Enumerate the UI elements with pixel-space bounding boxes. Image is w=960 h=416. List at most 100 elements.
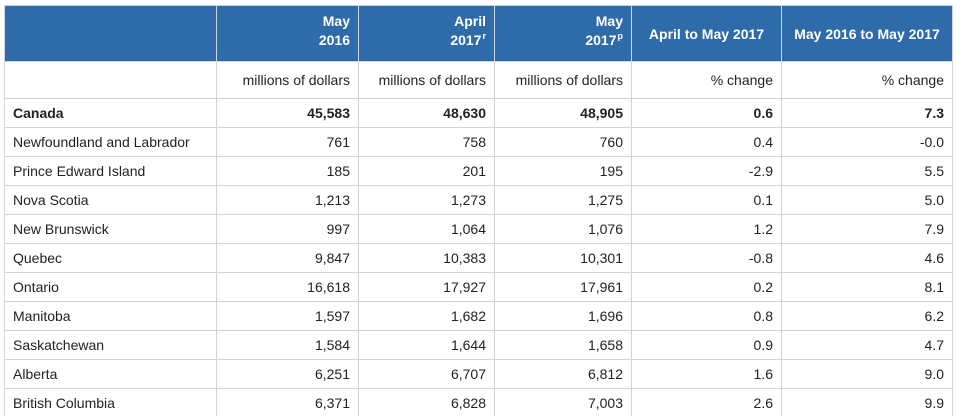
table-row: Ontario 16,618 17,927 17,961 0.2 8.1 (4, 272, 953, 302)
value-cell: 4.7 (781, 330, 953, 360)
value-cell: 17,961 (494, 272, 632, 302)
table-header: May 2016 April 2017r May 2017p April to May… (4, 5, 953, 62)
value-cell: 6,828 (358, 388, 495, 416)
value-cell: 201 (358, 156, 495, 186)
value-cell: 1,682 (358, 301, 495, 331)
value-cell: -0.8 (631, 243, 782, 273)
col-header-line1: May (322, 13, 350, 29)
value-cell: 8.1 (781, 272, 953, 302)
value-cell: 1.2 (631, 214, 782, 244)
row-label: Nova Scotia (4, 185, 217, 215)
table-body: millions of dollars millions of dollars … (4, 61, 953, 416)
unit-cell: % change (781, 61, 953, 99)
table-row: Prince Edward Island 185 201 195 -2.9 5.5 (4, 156, 953, 186)
value-cell: 48,630 (358, 98, 495, 128)
unit-cell: millions of dollars (358, 61, 495, 99)
value-cell: 1,213 (216, 185, 359, 215)
value-cell: 6.2 (781, 301, 953, 331)
col-header-line2: 2017 (450, 32, 482, 48)
header-corner-cell (4, 5, 217, 62)
table-row: Quebec 9,847 10,383 10,301 -0.8 4.6 (4, 243, 953, 273)
value-cell: 10,301 (494, 243, 632, 273)
value-cell: 17,927 (358, 272, 495, 302)
value-cell: 0.8 (631, 301, 782, 331)
value-cell: 9.9 (781, 388, 953, 416)
value-cell: 2.6 (631, 388, 782, 416)
value-cell: 758 (358, 127, 495, 157)
row-label: Manitoba (4, 301, 217, 331)
value-cell: 997 (216, 214, 359, 244)
row-label: Saskatchewan (4, 330, 217, 360)
value-cell: 1,584 (216, 330, 359, 360)
value-cell: 0.6 (631, 98, 782, 128)
table-row: New Brunswick 997 1,064 1,076 1.2 7.9 (4, 214, 953, 244)
table-row: British Columbia 6,371 6,828 7,003 2.6 9.9 (4, 388, 953, 416)
row-label: New Brunswick (4, 214, 217, 244)
value-cell: 1,064 (358, 214, 495, 244)
sales-table: May 2016 April 2017r May 2017p April to May… (4, 5, 953, 416)
col-header-may-2016-to-may-2017: May 2016 to May 2017 (781, 5, 953, 62)
value-cell: 0.9 (631, 330, 782, 360)
value-cell: 1,696 (494, 301, 632, 331)
value-cell: 195 (494, 156, 632, 186)
row-label: British Columbia (4, 388, 217, 416)
unit-cell: % change (631, 61, 782, 99)
value-cell: 10,383 (358, 243, 495, 273)
value-cell: 7.9 (781, 214, 953, 244)
value-cell: 9,847 (216, 243, 359, 273)
col-header-line2: 2016 (318, 32, 350, 48)
col-header-line1: May (595, 13, 623, 29)
preliminary-flag: p (617, 31, 624, 42)
row-label: Canada (4, 98, 217, 128)
value-cell: 5.0 (781, 185, 953, 215)
units-label-cell (4, 61, 217, 99)
table-row: Newfoundland and Labrador 761 758 760 0.4 -0.… (4, 127, 953, 157)
value-cell: 48,905 (494, 98, 632, 128)
row-label: Ontario (4, 272, 217, 302)
header-row: May 2016 April 2017r May 2017p April to May… (4, 5, 953, 62)
value-cell: 16,618 (216, 272, 359, 302)
value-cell: 1,273 (358, 185, 495, 215)
value-cell: 1,658 (494, 330, 632, 360)
revised-flag: r (482, 31, 486, 42)
col-header-april-2017: April 2017r (358, 5, 495, 62)
value-cell: 7,003 (494, 388, 632, 416)
value-cell: 185 (216, 156, 359, 186)
row-label: Prince Edward Island (4, 156, 217, 186)
col-header-line1: April (454, 13, 486, 29)
unit-cell: millions of dollars (216, 61, 359, 99)
value-cell: 760 (494, 127, 632, 157)
value-cell: 4.6 (781, 243, 953, 273)
value-cell: 9.0 (781, 359, 953, 389)
row-label: Alberta (4, 359, 217, 389)
row-label: Quebec (4, 243, 217, 273)
value-cell: 6,812 (494, 359, 632, 389)
table-row: Nova Scotia 1,213 1,273 1,275 0.1 5.0 (4, 185, 953, 215)
value-cell: 1,275 (494, 185, 632, 215)
value-cell: 0.1 (631, 185, 782, 215)
value-cell: 5.5 (781, 156, 953, 186)
value-cell: 6,707 (358, 359, 495, 389)
col-header-may-2017: May 2017p (494, 5, 632, 62)
value-cell: 1,597 (216, 301, 359, 331)
value-cell: 1,644 (358, 330, 495, 360)
col-header-line2: 2017 (585, 32, 617, 48)
table-row: Alberta 6,251 6,707 6,812 1.6 9.0 (4, 359, 953, 389)
value-cell: 1,076 (494, 214, 632, 244)
value-cell: 45,583 (216, 98, 359, 128)
table-row: Canada 45,583 48,630 48,905 0.6 7.3 (4, 98, 953, 128)
value-cell: -0.0 (781, 127, 953, 157)
value-cell: 761 (216, 127, 359, 157)
value-cell: 6,251 (216, 359, 359, 389)
col-header-april-to-may-2017: April to May 2017 (631, 5, 782, 62)
table-row: Saskatchewan 1,584 1,644 1,658 0.9 4.7 (4, 330, 953, 360)
unit-cell: millions of dollars (494, 61, 632, 99)
value-cell: 0.4 (631, 127, 782, 157)
value-cell: 6,371 (216, 388, 359, 416)
table-row: Manitoba 1,597 1,682 1,696 0.8 6.2 (4, 301, 953, 331)
row-label: Newfoundland and Labrador (4, 127, 217, 157)
value-cell: 1.6 (631, 359, 782, 389)
col-header-may-2016: May 2016 (216, 5, 359, 62)
units-row: millions of dollars millions of dollars … (4, 61, 953, 99)
